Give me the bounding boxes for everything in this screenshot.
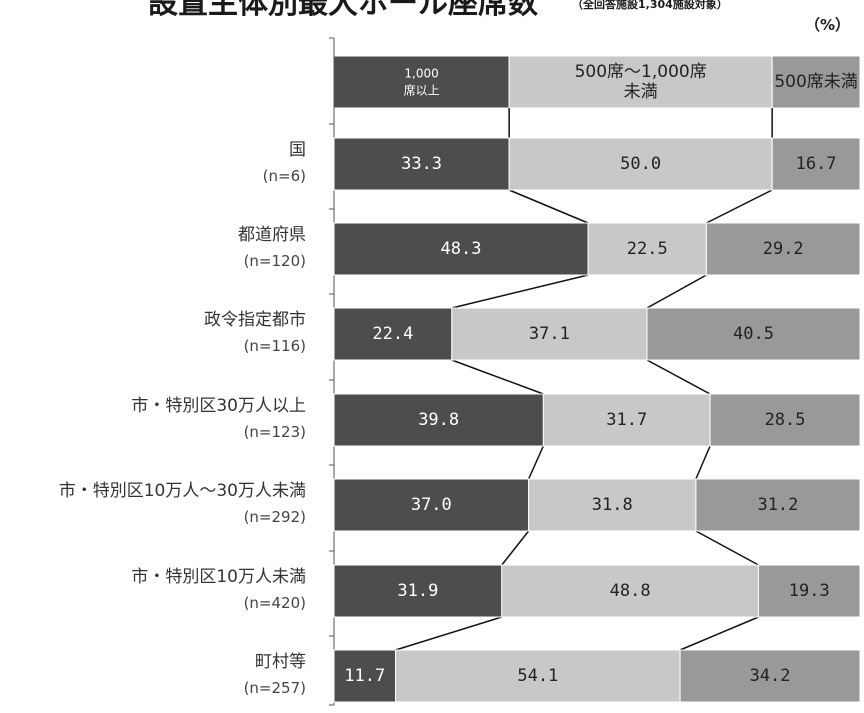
category-label-4: 市・特別区30万人以上 [131, 396, 306, 416]
series-connector-4-1 [451, 359, 544, 395]
category-label-2: 都道府県 [238, 225, 306, 245]
value-label-2-2: 22.5 [627, 239, 668, 259]
value-label-3-2: 37.1 [529, 324, 570, 344]
chart-title-main: 設置主体別最大ホール座席数 [148, 0, 538, 21]
bar-segment-3-3 [646, 307, 861, 361]
value-label-1-3: 16.7 [796, 154, 837, 174]
series-connector-5-2 [695, 445, 711, 480]
legend-swatch-1 [333, 55, 510, 109]
bar-segment-6-2 [501, 564, 759, 618]
chart-title-sub: （全回答施設1,304施設対象） [572, 0, 728, 11]
value-label-6-3: 19.3 [789, 581, 830, 601]
bar-segment-3-2 [451, 307, 648, 361]
bar-segment-2-3 [705, 222, 861, 276]
category-n-5: (n=292) [244, 508, 306, 526]
bar-segment-1-2 [508, 137, 773, 191]
bar-segment-4-3 [709, 393, 861, 447]
bar-segment-7-2 [395, 649, 681, 703]
legend-label-2-line-2: 未満 [624, 82, 658, 102]
bar-segment-5-3 [695, 478, 861, 532]
value-label-2-3: 29.2 [763, 239, 804, 259]
value-label-4-3: 28.5 [765, 410, 806, 430]
bar-segment-6-3 [757, 564, 861, 618]
bar-segment-6-1 [333, 564, 503, 618]
legend-swatch-2 [508, 55, 773, 109]
category-label-7: 町村等 [255, 652, 306, 672]
value-label-7-2: 54.1 [517, 666, 558, 686]
category-n-7: (n=257) [244, 679, 306, 697]
legend-label-3-line-1: 500席未満 [774, 72, 857, 92]
category-n-1: (n=6) [263, 167, 306, 185]
legend-label-2-line-1: 500席～1,000席 [575, 62, 707, 82]
bar-segment-7-1 [333, 649, 397, 703]
value-label-5-3: 31.2 [757, 495, 798, 515]
series-connector-7-2 [679, 616, 759, 651]
chart-title: 設置主体別最大ホール座席数 （全回答施設1,304施設対象） [0, 0, 864, 21]
value-label-2-1: 48.3 [441, 239, 482, 259]
bar-segment-1-1 [333, 137, 510, 191]
category-label-5: 市・特別区10万人～30万人未満 [59, 481, 306, 501]
bar-segment-4-2 [542, 393, 711, 447]
series-connector-2-2 [706, 189, 773, 224]
bar-segment-7-3 [679, 649, 861, 703]
value-label-5-2: 31.8 [592, 495, 633, 515]
series-connector-3-2 [646, 274, 707, 309]
bar-segment-5-1 [333, 478, 530, 532]
bar-segment-4-1 [333, 393, 544, 447]
value-label-7-3: 34.2 [750, 666, 791, 686]
category-label-1: 国 [289, 140, 306, 160]
category-n-6: (n=420) [244, 594, 306, 612]
category-label-6: 市・特別区10万人未満 [131, 567, 306, 587]
series-connector-6-1 [501, 530, 530, 566]
bar-segment-3-1 [333, 307, 453, 361]
bar-segment-1-3 [771, 137, 861, 191]
value-label-3-1: 22.4 [372, 324, 413, 344]
value-label-3-3: 40.5 [733, 324, 774, 344]
value-label-1-2: 50.0 [620, 154, 661, 174]
value-label-6-1: 31.9 [397, 581, 438, 601]
unit-label: （%） [804, 16, 850, 34]
value-label-4-1: 39.8 [418, 410, 459, 430]
bar-segment-2-2 [587, 222, 707, 276]
series-connector-3-1 [451, 274, 589, 309]
legend-label-1-line-2: 席以上 [404, 83, 440, 98]
series-connector-2-1 [508, 189, 589, 224]
category-label-3: 政令指定都市 [204, 310, 306, 330]
value-label-6-2: 48.8 [610, 581, 651, 601]
series-connector-6-2 [695, 530, 759, 566]
value-label-1-1: 33.3 [401, 154, 442, 174]
series-connector-7-1 [395, 616, 503, 651]
category-n-3: (n=116) [244, 337, 306, 355]
value-label-5-1: 37.0 [411, 495, 452, 515]
value-label-4-2: 31.7 [606, 410, 647, 430]
category-n-4: (n=123) [244, 423, 306, 441]
legend-swatch-3 [771, 55, 861, 109]
series-connector-5-1 [527, 445, 545, 480]
series-connector-4-2 [646, 359, 711, 395]
category-n-2: (n=120) [244, 252, 306, 270]
value-label-7-1: 11.7 [344, 666, 385, 686]
legend-label-1-line-1: 1,000 [404, 67, 438, 81]
